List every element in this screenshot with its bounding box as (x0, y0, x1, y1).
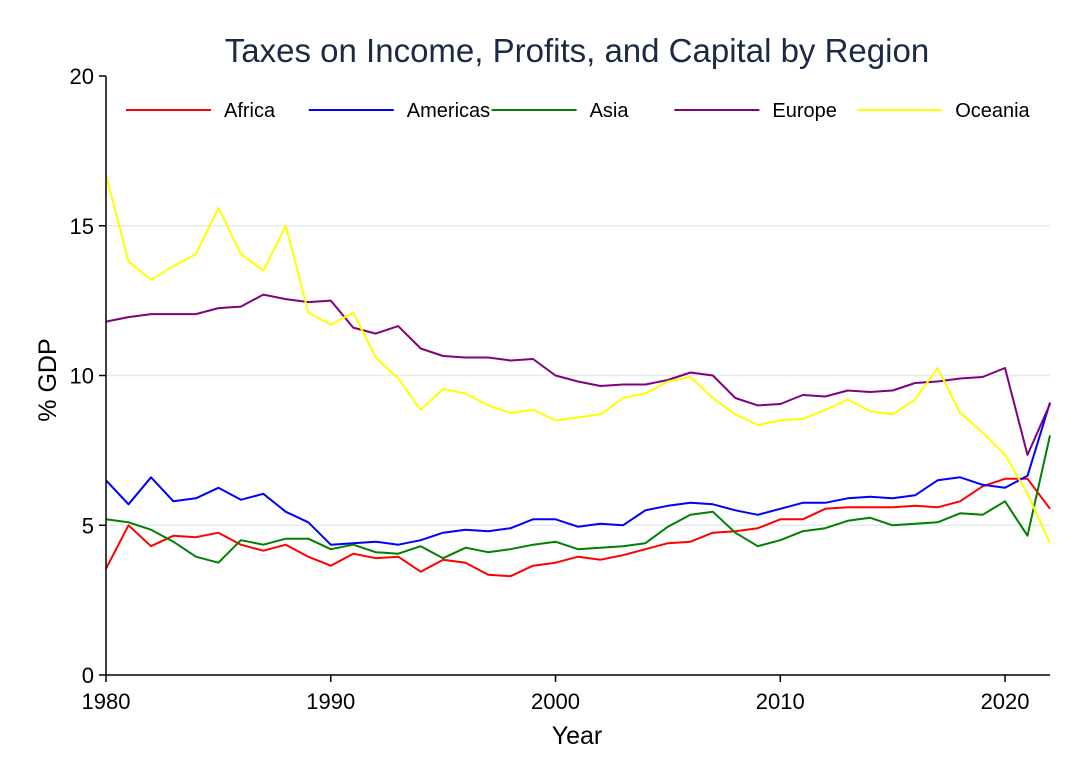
y-tick-label: 15 (70, 214, 94, 239)
legend-label-americas: Americas (407, 100, 490, 122)
y-tick-label: 20 (70, 64, 94, 89)
y-tick-label: 10 (70, 364, 94, 389)
series-line-europe (105, 293, 1051, 456)
x-axis-label: Year (552, 722, 603, 750)
x-tick-label: 1980 (82, 689, 131, 714)
chart-title: Taxes on Income, Profits, and Capital by… (225, 32, 929, 69)
x-tick-label: 2010 (756, 689, 805, 714)
y-tick-label: 0 (82, 663, 94, 688)
legend-label-asia: Asia (590, 100, 630, 122)
legend-label-africa: Africa (224, 100, 276, 122)
x-tick-label: 1990 (306, 689, 355, 714)
series-line-africa (105, 477, 1051, 578)
y-axis-label: % GDP (34, 338, 62, 421)
axes: 0 5 10 15 20 1980 1990 2000 2010 2020 (70, 64, 1050, 714)
series-lines (105, 174, 1051, 578)
y-tick-label: 5 (82, 513, 94, 538)
series-line-oceania (105, 174, 1051, 544)
legend: Africa Americas Asia Europe Oceania (126, 100, 1031, 122)
x-tick-label: 2000 (531, 689, 580, 714)
x-tick-label: 2020 (981, 689, 1030, 714)
legend-label-oceania: Oceania (955, 100, 1030, 122)
series-line-americas (105, 402, 1051, 546)
legend-label-europe: Europe (772, 100, 837, 122)
series-line-asia (105, 435, 1051, 564)
